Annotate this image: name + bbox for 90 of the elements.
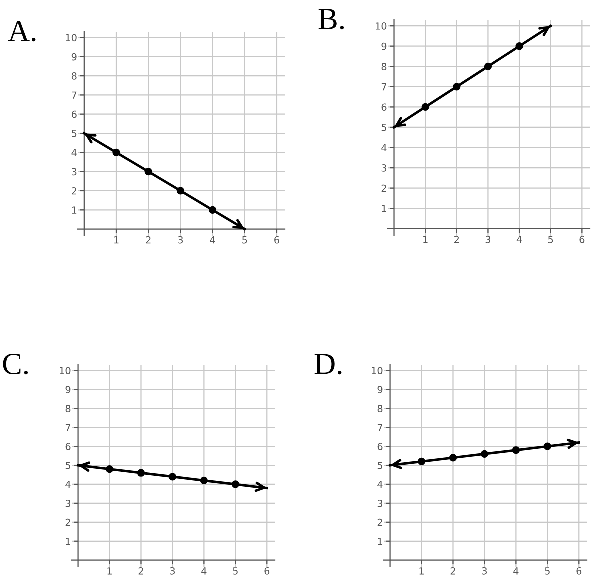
point [512,446,520,454]
point [144,168,152,176]
y-tick-label: 8 [72,72,77,80]
x-tick-label: 6 [274,236,280,244]
point [418,458,426,466]
y-tick-label: 5 [66,462,70,470]
x-tick-label: 6 [576,567,582,575]
y-tick-label: 5 [378,462,382,470]
y-tick-label: 9 [378,386,383,394]
y-tick-label: 7 [66,424,71,432]
y-tick-label: 8 [66,405,71,412]
y-tick-label: 4 [378,481,383,488]
x-tick-label: 6 [580,236,585,244]
y-tick-label: 10 [372,367,383,375]
y-tick-label: 4 [72,149,77,156]
y-tick-label: 3 [72,168,77,176]
y-tick-label: 7 [382,84,386,91]
point [176,187,185,195]
y-tick-label: 1 [378,538,382,546]
y-tick-label: 2 [382,184,386,192]
x-tick-label: 6 [264,567,270,575]
line-series [393,24,552,129]
y-tick-label: 5 [382,124,386,132]
x-tick-label: 4 [516,236,522,244]
x-tick-label: 2 [146,236,151,244]
y-tick-label: 8 [378,405,383,412]
line-series [77,464,268,490]
y-tick-label: 4 [66,481,71,488]
x-tick-label: 4 [210,236,216,244]
point [106,466,114,474]
y-tick-label: 6 [72,110,77,118]
chart-title: C. [3,354,28,375]
y-tick-label: 10 [60,367,71,375]
point [422,103,430,112]
x-tick-label: 2 [450,567,456,575]
x-tick-label: 5 [545,568,550,575]
y-tick-label: 1 [72,206,77,214]
chart-title: D. [314,354,342,375]
chart-title: A. [8,21,36,42]
x-tick-label: 3 [178,236,184,244]
y-tick-label: 3 [382,164,387,172]
y-tick-label: 10 [66,34,77,42]
point [516,42,524,50]
y-tick-label: 4 [382,144,387,152]
line-series [83,132,246,231]
y-tick-label: 2 [66,518,70,526]
point [544,442,552,450]
x-tick-label: 3 [482,567,488,575]
x-tick-label: 4 [514,568,519,575]
y-tick-label: 3 [66,500,71,508]
y-tick-label: 7 [378,424,383,432]
y-tick-label: 2 [378,518,382,526]
y-tick-label: 10 [376,22,387,30]
y-tick-label: 8 [382,63,387,70]
point [484,62,492,70]
x-tick-label: 5 [242,236,248,244]
y-tick-label: 6 [382,104,387,112]
point [232,480,240,488]
point [208,206,217,214]
x-tick-label: 3 [170,567,176,575]
x-tick-label: 1 [424,236,428,244]
point [168,473,177,481]
y-tick-label: 1 [66,538,70,546]
y-tick-label: 9 [66,386,71,394]
y-tick-label: 5 [72,130,77,138]
y-tick-label: 3 [378,500,383,508]
y-tick-label: 9 [382,42,387,50]
x-tick-label: 1 [108,568,112,575]
point [137,469,146,477]
x-tick-label: 2 [138,567,144,575]
x-tick-label: 3 [486,236,491,244]
y-tick-label: 6 [66,443,71,450]
y-tick-label: 6 [378,443,383,450]
x-tick-label: 4 [202,568,207,575]
point [480,450,489,458]
x-tick-label: 5 [233,568,238,575]
y-tick-label: 1 [382,205,386,212]
x-tick-label: 2 [454,236,460,244]
point [453,83,461,91]
point [449,454,458,462]
line-series [389,442,580,467]
x-tick-label: 1 [420,568,424,575]
point [112,148,120,156]
y-tick-label: 9 [72,53,77,61]
chart-title: B. [318,9,344,30]
x-tick-label: 5 [548,236,554,244]
x-tick-label: 1 [114,236,119,244]
y-tick-label: 2 [72,187,76,195]
point [200,476,208,485]
y-tick-label: 7 [72,92,77,99]
